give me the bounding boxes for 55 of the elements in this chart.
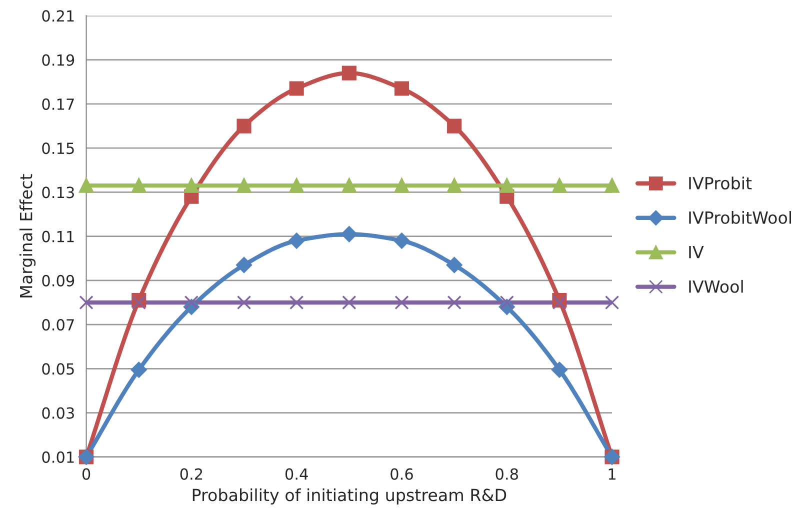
point [552, 178, 567, 193]
point [184, 295, 199, 310]
point [604, 295, 620, 310]
legend-label: IV [689, 246, 704, 258]
point [236, 257, 252, 273]
point [500, 295, 514, 310]
point [236, 118, 252, 134]
point [236, 178, 252, 193]
point [341, 226, 358, 242]
point [288, 232, 305, 249]
x-tick-label: 1 [608, 468, 616, 480]
point [394, 295, 409, 310]
x-tick-label: 0.2 [180, 468, 202, 480]
x-axis-title: Probability of initiating upstream R&D [192, 488, 506, 505]
point [342, 295, 356, 310]
point [184, 178, 199, 193]
point [79, 295, 94, 310]
x-tick-label: 0.4 [285, 468, 308, 480]
point [290, 295, 304, 310]
point [130, 362, 147, 378]
x-tick-label: 0.8 [496, 468, 518, 480]
point [342, 178, 356, 193]
point [604, 178, 620, 193]
y-tick-label: 0.13 [42, 186, 74, 198]
point [446, 257, 462, 273]
point [342, 66, 356, 80]
point [289, 178, 304, 193]
legend-label: IVWool [689, 280, 743, 293]
point [236, 295, 252, 310]
point [447, 118, 462, 134]
y-tick-label: 0.21 [42, 10, 74, 22]
y-tick-label: 0.07 [42, 319, 74, 331]
x-tick-label: 0.6 [390, 468, 413, 480]
point [289, 81, 304, 96]
point [447, 178, 462, 193]
y-tick-label: 0.15 [42, 142, 74, 154]
y-axis-title: Marginal Effect [19, 174, 36, 298]
point [78, 178, 94, 193]
point [394, 178, 410, 193]
point [394, 232, 410, 249]
point [394, 81, 410, 96]
y-tick-label: 0.19 [42, 54, 74, 66]
point [552, 362, 568, 378]
x-tick-label: 0 [82, 468, 90, 480]
y-tick-label: 0.05 [42, 363, 74, 375]
point [500, 178, 514, 193]
point [132, 178, 146, 193]
y-tick-label: 0.09 [42, 274, 74, 286]
y-tick-label: 0.11 [42, 230, 74, 242]
y-tick-label: 0.03 [42, 407, 74, 419]
y-tick-label: 0.17 [42, 98, 74, 110]
legend-label: IVProbitWool [689, 211, 792, 224]
legend-label: IVProbit [689, 176, 752, 190]
point [447, 295, 462, 310]
y-tick-label: 0.01 [42, 451, 74, 463]
